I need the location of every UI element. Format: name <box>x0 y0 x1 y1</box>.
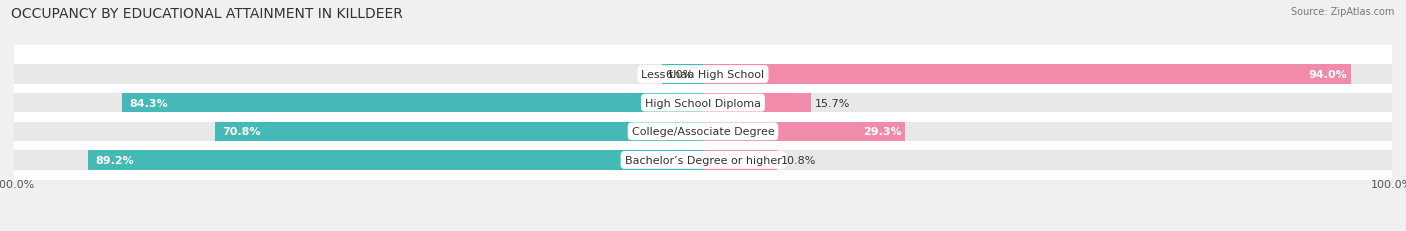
Text: 70.8%: 70.8% <box>222 127 260 137</box>
Text: 29.3%: 29.3% <box>863 127 901 137</box>
Bar <box>14 118 1392 127</box>
Bar <box>14 94 1392 113</box>
Bar <box>14 65 1392 84</box>
Bar <box>703 94 811 113</box>
Text: 100.0%: 100.0% <box>0 180 35 190</box>
Text: 89.2%: 89.2% <box>96 155 134 165</box>
Bar <box>703 122 905 141</box>
Text: Bachelor’s Degree or higher: Bachelor’s Degree or higher <box>624 155 782 165</box>
Bar <box>14 146 1392 155</box>
Text: 6.0%: 6.0% <box>665 70 693 80</box>
Bar <box>703 151 778 170</box>
Text: College/Associate Degree: College/Associate Degree <box>631 127 775 137</box>
Bar <box>89 151 703 170</box>
Bar <box>14 151 1392 170</box>
Text: Less than High School: Less than High School <box>641 70 765 80</box>
Bar <box>215 122 703 141</box>
Bar <box>14 94 1392 113</box>
Bar <box>662 65 703 84</box>
Text: 84.3%: 84.3% <box>129 98 167 108</box>
Bar <box>14 137 1392 146</box>
Text: OCCUPANCY BY EDUCATIONAL ATTAINMENT IN KILLDEER: OCCUPANCY BY EDUCATIONAL ATTAINMENT IN K… <box>11 7 404 21</box>
Bar <box>14 80 1392 89</box>
Text: Source: ZipAtlas.com: Source: ZipAtlas.com <box>1291 7 1395 17</box>
Bar <box>122 94 703 113</box>
Bar <box>14 65 1392 84</box>
Text: 15.7%: 15.7% <box>814 98 851 108</box>
Legend: Owner-occupied, Renter-occupied: Owner-occupied, Renter-occupied <box>586 229 820 231</box>
Text: High School Diploma: High School Diploma <box>645 98 761 108</box>
Text: 100.0%: 100.0% <box>1371 180 1406 190</box>
Bar <box>14 122 1392 141</box>
Bar <box>703 65 1351 84</box>
Bar <box>14 108 1392 118</box>
Text: 10.8%: 10.8% <box>780 155 817 165</box>
Bar <box>14 122 1392 141</box>
Bar <box>14 89 1392 98</box>
Bar <box>14 151 1392 170</box>
Text: 94.0%: 94.0% <box>1309 70 1347 80</box>
